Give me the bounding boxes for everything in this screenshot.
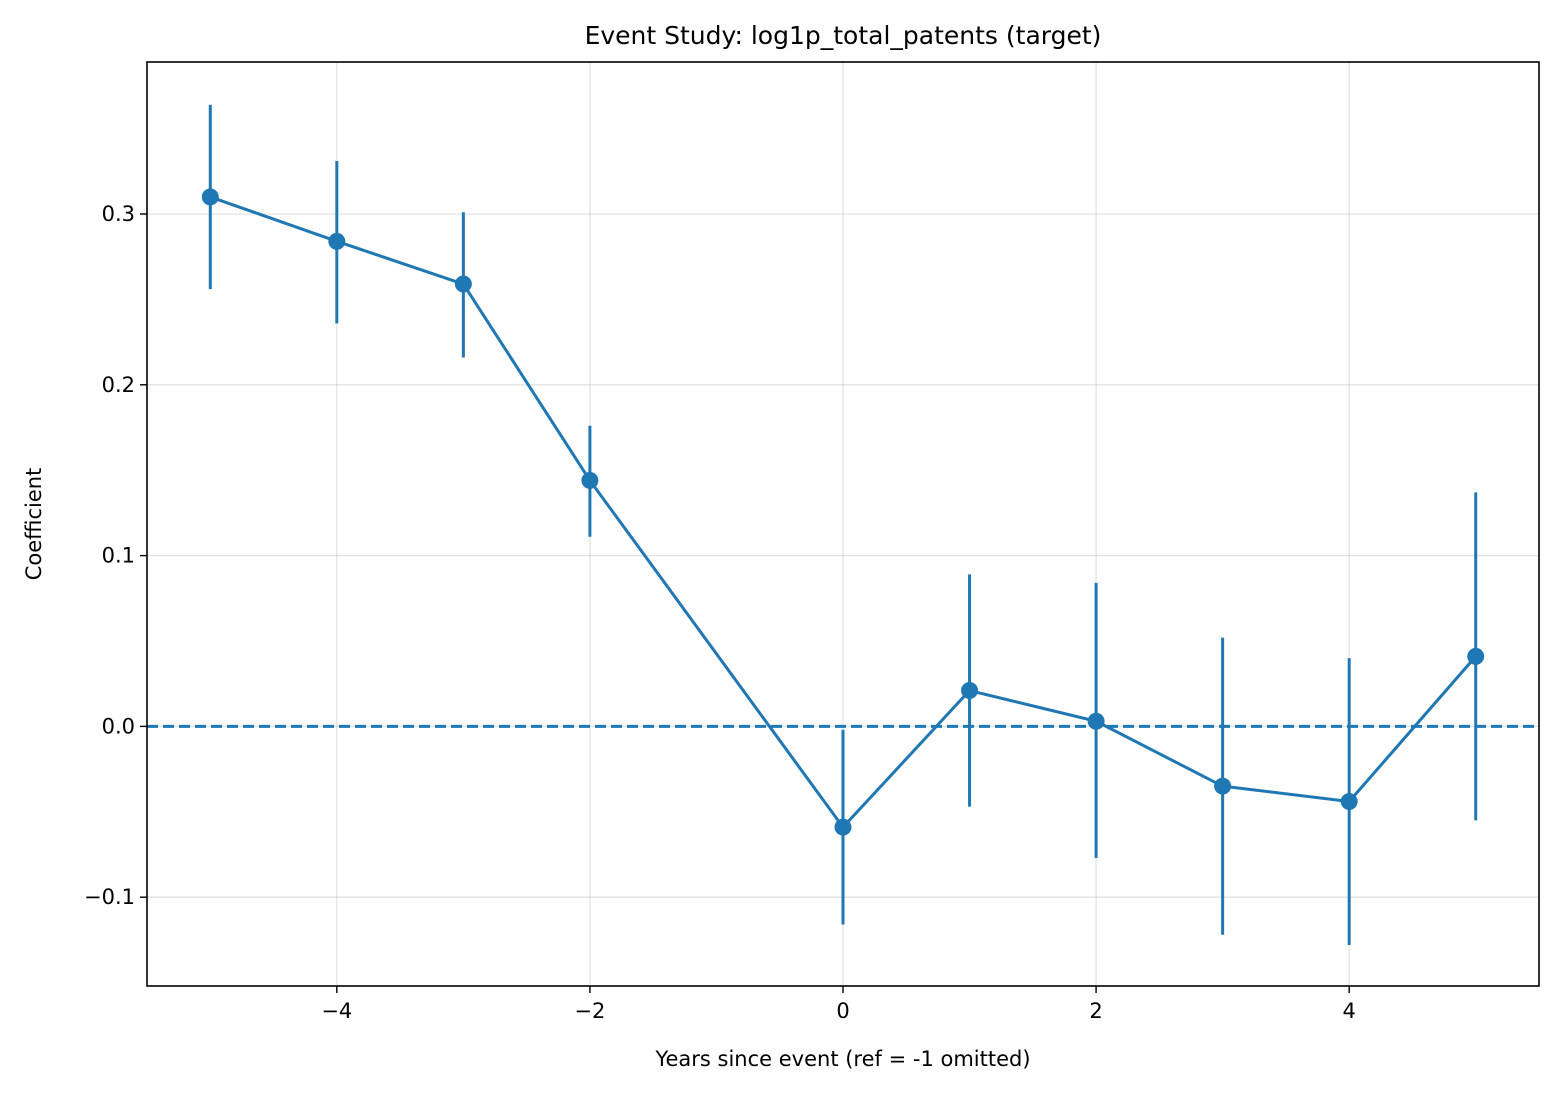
data-point — [328, 232, 346, 250]
y-tick-label: 0.0 — [102, 714, 135, 738]
data-point — [201, 188, 219, 206]
y-tick-label: 0.1 — [102, 544, 135, 568]
data-point — [454, 275, 472, 293]
x-axis-label: Years since event (ref = -1 omitted) — [654, 1047, 1030, 1071]
x-tick-label: −4 — [321, 999, 352, 1023]
data-series — [201, 104, 1485, 946]
chart-title: Event Study: log1p_total_patents (target… — [585, 21, 1102, 50]
data-point — [1467, 647, 1485, 665]
x-tick-label: 4 — [1342, 999, 1355, 1023]
data-point — [834, 818, 852, 836]
data-point — [1087, 712, 1105, 730]
x-tick-label: 2 — [1089, 999, 1102, 1023]
y-tick-label: 0.2 — [102, 373, 135, 397]
x-axis-ticks: −4 −2 0 2 4 — [321, 986, 1356, 1023]
y-tick-label: 0.3 — [102, 202, 135, 226]
data-point — [961, 682, 979, 700]
x-tick-label: −2 — [574, 999, 605, 1023]
y-axis-label: Coefficient — [22, 468, 46, 581]
data-point — [1214, 777, 1232, 795]
y-tick-label: −0.1 — [84, 885, 135, 909]
series-line — [209, 195, 1477, 829]
data-point — [581, 471, 599, 489]
data-point — [1340, 793, 1358, 811]
x-tick-label: 0 — [836, 999, 849, 1023]
y-axis-ticks: −0.1 0.0 0.1 0.2 0.3 — [84, 202, 147, 909]
